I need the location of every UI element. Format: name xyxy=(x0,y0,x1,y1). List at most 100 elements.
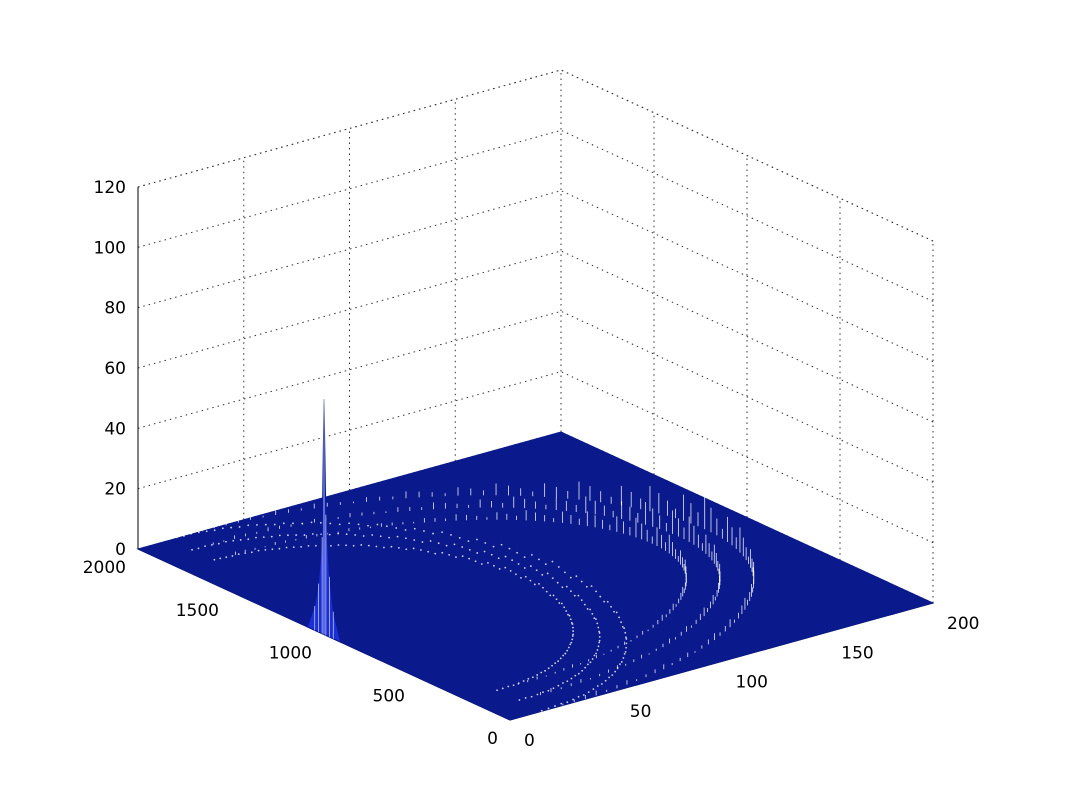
ridge-speck xyxy=(221,527,224,530)
ridge-speck xyxy=(566,701,569,704)
ridge-speck xyxy=(572,626,574,629)
ridge-speck xyxy=(620,661,623,663)
ridge-speck xyxy=(542,586,544,589)
ridge-speck xyxy=(566,680,569,683)
ridge-speck xyxy=(598,639,601,642)
ridge-speck xyxy=(354,534,357,536)
ridge-speck xyxy=(429,540,432,542)
ridge-speck xyxy=(596,685,599,687)
ridge-speck xyxy=(273,523,276,526)
ridge-speck xyxy=(572,633,574,636)
ridge-speck xyxy=(357,523,360,526)
ridge-speck xyxy=(405,548,408,551)
gridline-z-back xyxy=(137,69,562,188)
ridge-speck xyxy=(542,691,544,694)
ridge-speck xyxy=(217,542,220,545)
ridge-speck xyxy=(319,521,322,524)
ridge-speck xyxy=(599,595,602,598)
ridge-speck xyxy=(587,663,589,666)
ridge-speck xyxy=(571,635,574,637)
ridge-speck xyxy=(544,669,546,672)
ridge-speck xyxy=(511,559,514,562)
ridge-band xyxy=(168,481,755,712)
ridge-speck xyxy=(487,561,489,564)
ridge-speck xyxy=(596,649,599,651)
ridge-speck xyxy=(571,638,574,641)
ridge-speck xyxy=(337,532,340,535)
ridge-speck xyxy=(490,553,493,556)
ridge-speck xyxy=(292,546,295,549)
grid-layer xyxy=(137,69,934,604)
ridge-speck xyxy=(278,534,281,537)
gridline-z-side xyxy=(560,250,934,423)
ridge-speck xyxy=(569,618,572,621)
ridge-speck xyxy=(517,563,520,565)
gridline-z-side xyxy=(560,190,934,363)
ridge-speck xyxy=(508,547,511,550)
gridline-z-back xyxy=(137,129,562,248)
ridge-speck xyxy=(572,630,575,632)
ridge-speck xyxy=(541,573,544,576)
ridge-speck xyxy=(237,553,240,556)
ridge-speck xyxy=(210,543,213,546)
ridge-speck xyxy=(474,560,477,563)
ridge-speck xyxy=(437,542,440,545)
ridge-speck xyxy=(515,573,517,576)
ridge-band xyxy=(213,510,687,692)
ridge-speck xyxy=(536,674,539,676)
ridge-band xyxy=(191,496,721,701)
ridge-speck xyxy=(557,566,560,568)
ridge-speck xyxy=(498,568,501,570)
ridge-speck xyxy=(420,549,422,551)
ridge-speck xyxy=(573,594,576,597)
z-tick-label: 100 xyxy=(94,238,126,258)
y-tick-label: 2000 xyxy=(83,558,126,578)
ridge-speck xyxy=(352,544,355,547)
ridge-speck xyxy=(529,565,532,567)
ridge-speck xyxy=(597,626,600,629)
ridge-speck xyxy=(625,646,628,649)
x-tick-label: 0 xyxy=(524,731,535,751)
ridge-speck xyxy=(565,610,568,612)
ridge-speck xyxy=(345,533,348,536)
ridge-speck xyxy=(250,551,253,554)
ridge-speck xyxy=(624,631,627,634)
ridge-speck xyxy=(562,682,564,684)
ridge-speck xyxy=(483,550,486,553)
x-tick-label: 50 xyxy=(630,702,652,722)
ridge-speck xyxy=(509,569,512,572)
ridge-speck xyxy=(536,693,539,696)
ridge-speck xyxy=(468,549,471,551)
ridge-speck xyxy=(625,642,628,645)
ridge-speck xyxy=(375,545,378,548)
gridline-z-side xyxy=(560,310,934,483)
ridge-speck xyxy=(423,530,425,532)
ridge-speck xyxy=(244,552,247,555)
ridge-speck xyxy=(397,547,400,549)
ridge-speck xyxy=(554,705,556,707)
ridge-speck xyxy=(563,606,566,609)
tick-labels: 0204060801001200500100015002000050100150… xyxy=(83,178,980,751)
ridge-speck xyxy=(524,575,527,578)
ridge-speck xyxy=(529,579,532,582)
ridge-speck xyxy=(385,525,388,528)
ridge-speck xyxy=(595,652,598,655)
ridge-speck xyxy=(610,605,612,608)
ridge-speck xyxy=(608,676,611,679)
ridge-speck xyxy=(303,534,306,536)
ridge-speck xyxy=(300,545,303,548)
ridge-speck xyxy=(623,627,626,630)
ridge-speck xyxy=(480,563,483,565)
ridge-speck xyxy=(421,541,424,543)
ridge-speck xyxy=(264,549,267,551)
ridge-speck xyxy=(620,621,622,624)
ridge-speck xyxy=(581,669,584,672)
ridge-speck xyxy=(583,603,586,606)
box-edge xyxy=(137,69,562,188)
y-tick-label: 1500 xyxy=(176,601,219,621)
ridge-speck xyxy=(238,526,241,528)
ridge-speck xyxy=(606,600,609,603)
ridge-speck xyxy=(330,544,332,547)
x-tick-label: 150 xyxy=(841,643,873,663)
ridge-speck xyxy=(551,577,554,580)
